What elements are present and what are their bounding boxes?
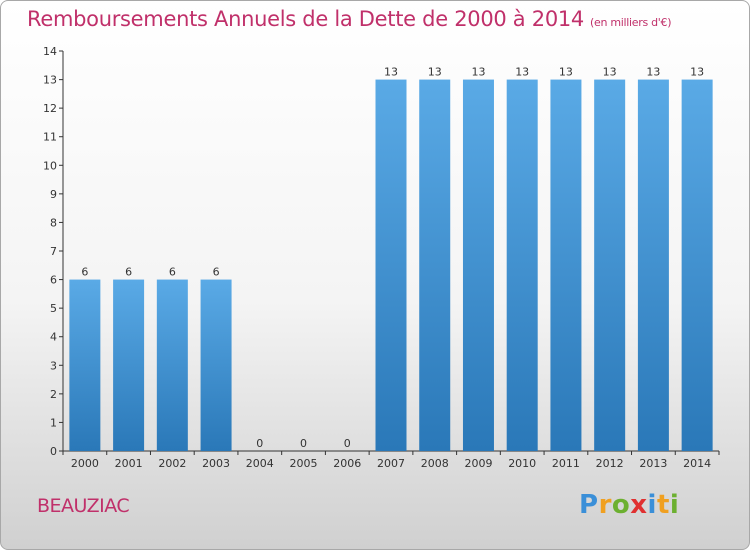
commune-name: BEAUZIAC xyxy=(37,495,130,517)
bar-2014 xyxy=(681,79,713,452)
bar-2003 xyxy=(200,279,232,451)
bar-value-label: 0 xyxy=(300,437,307,450)
bar-value-label: 13 xyxy=(515,66,529,79)
bar-value-label: 13 xyxy=(559,66,573,79)
bar-2000 xyxy=(69,279,101,451)
y-tick-label: 14 xyxy=(43,45,57,58)
x-tick-label: 2002 xyxy=(158,457,186,470)
y-tick-label: 10 xyxy=(43,159,57,172)
bar-value-label: 13 xyxy=(646,66,660,79)
chart-subtitle: (en milliers d'€) xyxy=(590,16,672,29)
x-tick-label: 2012 xyxy=(596,457,624,470)
bar-2011 xyxy=(550,79,582,452)
x-tick-label: 2000 xyxy=(71,457,99,470)
y-tick-label: 3 xyxy=(50,359,57,372)
y-tick-label: 2 xyxy=(50,388,57,401)
y-tick-label: 13 xyxy=(43,74,57,87)
y-tick-label: 1 xyxy=(50,416,57,429)
x-tick-label: 2009 xyxy=(464,457,492,470)
proxiti-logo[interactable]: Proxiti xyxy=(579,490,680,520)
x-tick-label: 2014 xyxy=(683,457,711,470)
x-tick-label: 2005 xyxy=(290,457,318,470)
y-tick-label: 9 xyxy=(50,188,57,201)
x-tick-label: 2003 xyxy=(202,457,230,470)
bar-value-label: 0 xyxy=(344,437,351,450)
chart-labels: 2000 6 2001 6 2002 6 2003 6 2004 0 2005 0 2006 0 2007 1… xyxy=(71,66,711,470)
bar-value-label: 0 xyxy=(256,437,263,450)
y-tick-label: 12 xyxy=(43,102,57,115)
bar-value-label: 13 xyxy=(603,66,617,79)
y-tick-label: 4 xyxy=(50,331,57,344)
y-tick-label: 7 xyxy=(50,245,57,258)
y-tick-label: 8 xyxy=(50,216,57,229)
bar-2010 xyxy=(506,79,538,452)
bar-2012 xyxy=(594,79,626,452)
bar-value-label: 6 xyxy=(125,266,132,279)
y-tick-label: 0 xyxy=(50,445,57,458)
bar-2013 xyxy=(637,79,669,452)
y-tick-label: 5 xyxy=(50,302,57,315)
bar-2009 xyxy=(462,79,494,452)
bar-value-label: 6 xyxy=(169,266,176,279)
x-tick-label: 2004 xyxy=(246,457,274,470)
bar-2007 xyxy=(375,79,407,452)
x-tick-label: 2001 xyxy=(115,457,143,470)
x-tick-label: 2010 xyxy=(508,457,536,470)
bar-2002 xyxy=(156,279,188,451)
y-tick-label: 6 xyxy=(50,274,57,287)
bar-value-label: 6 xyxy=(213,266,220,279)
bar-2008 xyxy=(419,79,451,452)
bar-value-label: 6 xyxy=(81,266,88,279)
chart-title: Remboursements Annuels de la Dette de 20… xyxy=(27,7,671,31)
x-tick-label: 2011 xyxy=(552,457,580,470)
x-tick-label: 2008 xyxy=(421,457,449,470)
bar-value-label: 13 xyxy=(690,66,704,79)
x-tick-label: 2006 xyxy=(333,457,361,470)
x-tick-label: 2013 xyxy=(639,457,667,470)
x-tick-label: 2007 xyxy=(377,457,405,470)
bar-value-label: 13 xyxy=(428,66,442,79)
y-tick-label: 11 xyxy=(43,131,57,144)
bar-2001 xyxy=(113,279,145,451)
bar-value-label: 13 xyxy=(471,66,485,79)
chart-bars xyxy=(69,79,713,452)
chart-title-text: Remboursements Annuels de la Dette de 20… xyxy=(27,7,584,31)
bar-value-label: 13 xyxy=(384,66,398,79)
